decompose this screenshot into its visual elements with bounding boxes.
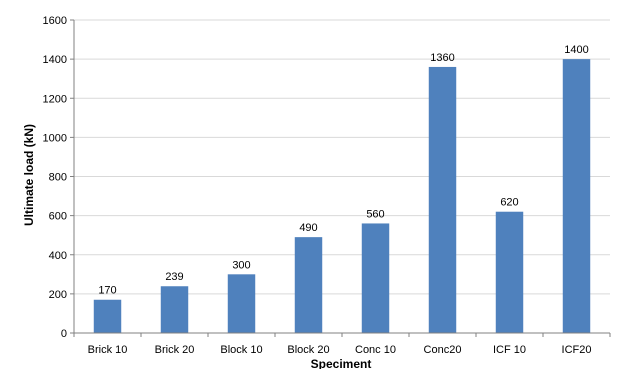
x-tick-label: Brick 10 xyxy=(88,344,128,356)
axes xyxy=(70,19,611,337)
y-tick-label: 0 xyxy=(61,328,67,340)
x-tick-labels: Brick 10 Brick 20 Block 10 Block 20 Conc 10 C… xyxy=(88,344,592,356)
data-label: 1360 xyxy=(430,52,454,64)
gridlines xyxy=(74,19,610,295)
y-tick-label: 1200 xyxy=(43,93,67,105)
bar xyxy=(294,237,323,333)
data-label: 1400 xyxy=(564,44,588,56)
y-axis-title: Ultimate load (kN) xyxy=(22,124,36,226)
bar xyxy=(428,66,457,333)
x-axis-title: Speciment xyxy=(311,357,372,369)
data-label: 300 xyxy=(232,259,250,271)
data-label: 239 xyxy=(165,271,183,283)
bar xyxy=(361,223,390,333)
y-tick-label: 600 xyxy=(49,211,67,223)
bar xyxy=(562,59,591,333)
y-tick-label: 400 xyxy=(49,250,67,262)
data-labels: 170 239 300 490 560 1360 620 1400 xyxy=(98,44,588,297)
y-tick-label: 1400 xyxy=(43,54,67,66)
y-tick-label: 1600 xyxy=(43,15,67,27)
x-tick-label: Conc20 xyxy=(424,344,462,356)
x-tick-label: Conc 10 xyxy=(355,344,396,356)
y-tick-label: 200 xyxy=(49,289,67,301)
bar xyxy=(93,299,122,333)
bar xyxy=(160,286,189,333)
x-tick-label: Brick 20 xyxy=(155,344,195,356)
data-label: 560 xyxy=(366,208,384,220)
bars xyxy=(93,59,591,333)
x-tick-label: ICF20 xyxy=(562,344,592,356)
y-tick-label: 1000 xyxy=(43,132,67,144)
data-label: 490 xyxy=(299,222,317,234)
x-tick-label: Block 10 xyxy=(220,344,262,356)
bar xyxy=(227,274,256,333)
y-tick-labels: 0 200 400 600 800 1000 1200 1400 1600 xyxy=(43,15,67,340)
x-tick-label: Block 20 xyxy=(287,344,329,356)
y-tick-label: 800 xyxy=(49,172,67,184)
bar xyxy=(495,211,524,333)
x-tick-label: ICF 10 xyxy=(493,344,526,356)
data-label: 170 xyxy=(98,285,116,297)
data-label: 620 xyxy=(500,197,518,209)
